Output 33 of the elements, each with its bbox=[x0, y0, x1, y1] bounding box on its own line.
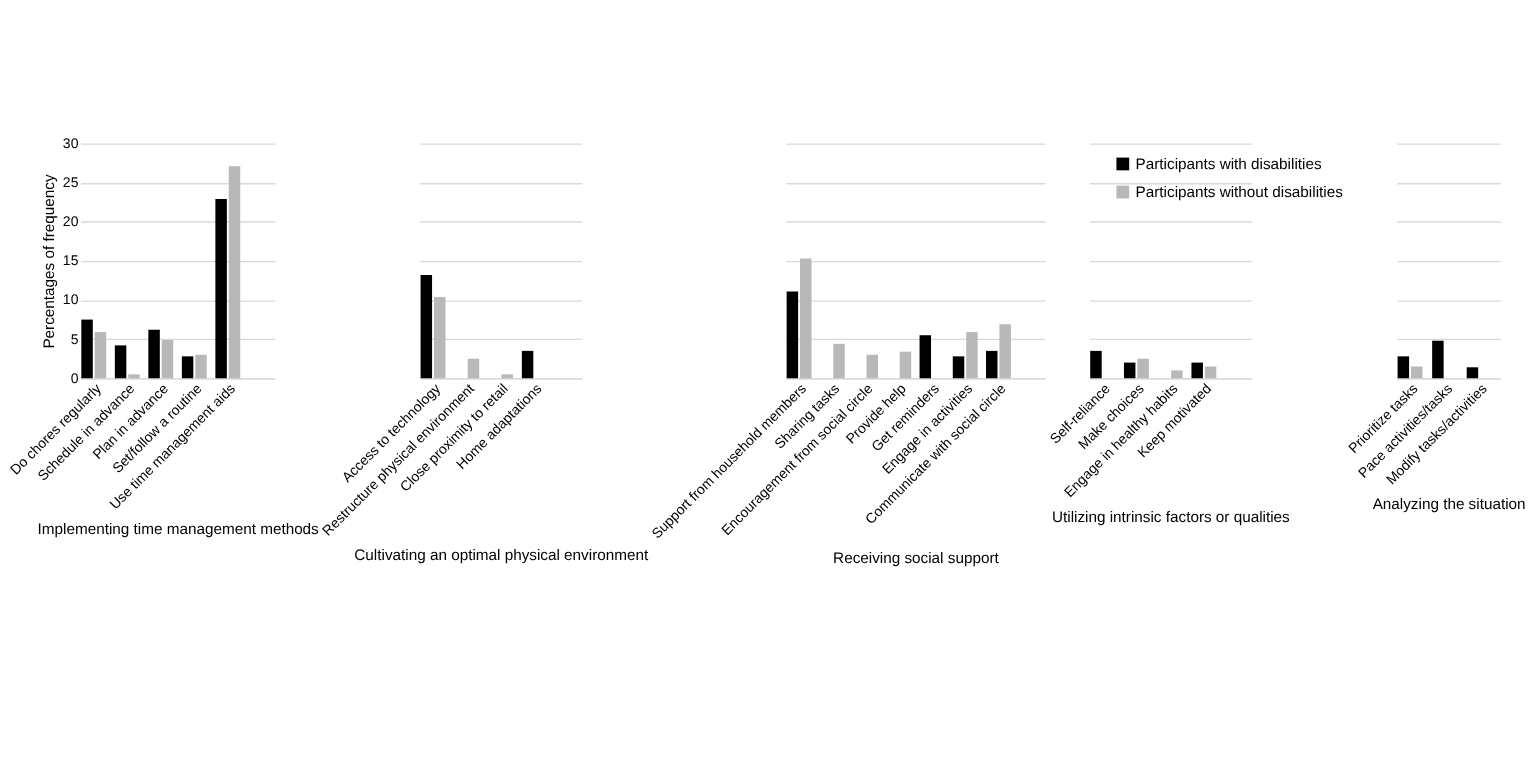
bar bbox=[1432, 340, 1444, 379]
bar bbox=[986, 350, 998, 379]
bar bbox=[1137, 358, 1149, 379]
bar bbox=[228, 166, 241, 379]
bar bbox=[1204, 366, 1217, 379]
bar bbox=[215, 199, 227, 379]
bar bbox=[833, 343, 845, 379]
bar bbox=[420, 274, 433, 379]
bar bbox=[1123, 362, 1136, 379]
bar bbox=[999, 324, 1011, 379]
bar bbox=[521, 350, 534, 379]
bar bbox=[1171, 370, 1183, 379]
bar bbox=[114, 345, 127, 379]
bar bbox=[94, 332, 107, 379]
bar bbox=[433, 296, 446, 379]
bar bbox=[1466, 367, 1479, 379]
bar bbox=[866, 354, 878, 379]
bar bbox=[1411, 366, 1423, 379]
bar bbox=[81, 319, 93, 379]
bar bbox=[899, 351, 912, 379]
bar bbox=[919, 335, 932, 379]
bar bbox=[1397, 356, 1410, 379]
bar bbox=[786, 291, 799, 379]
bar bbox=[161, 339, 174, 379]
bar bbox=[1090, 350, 1102, 379]
bar bbox=[181, 356, 194, 379]
bar bbox=[1191, 362, 1203, 379]
bar bbox=[195, 354, 207, 379]
bar bbox=[966, 332, 978, 379]
bar bbox=[467, 358, 480, 379]
bar bbox=[952, 356, 965, 379]
bar bbox=[148, 329, 160, 379]
bar bbox=[800, 258, 812, 379]
